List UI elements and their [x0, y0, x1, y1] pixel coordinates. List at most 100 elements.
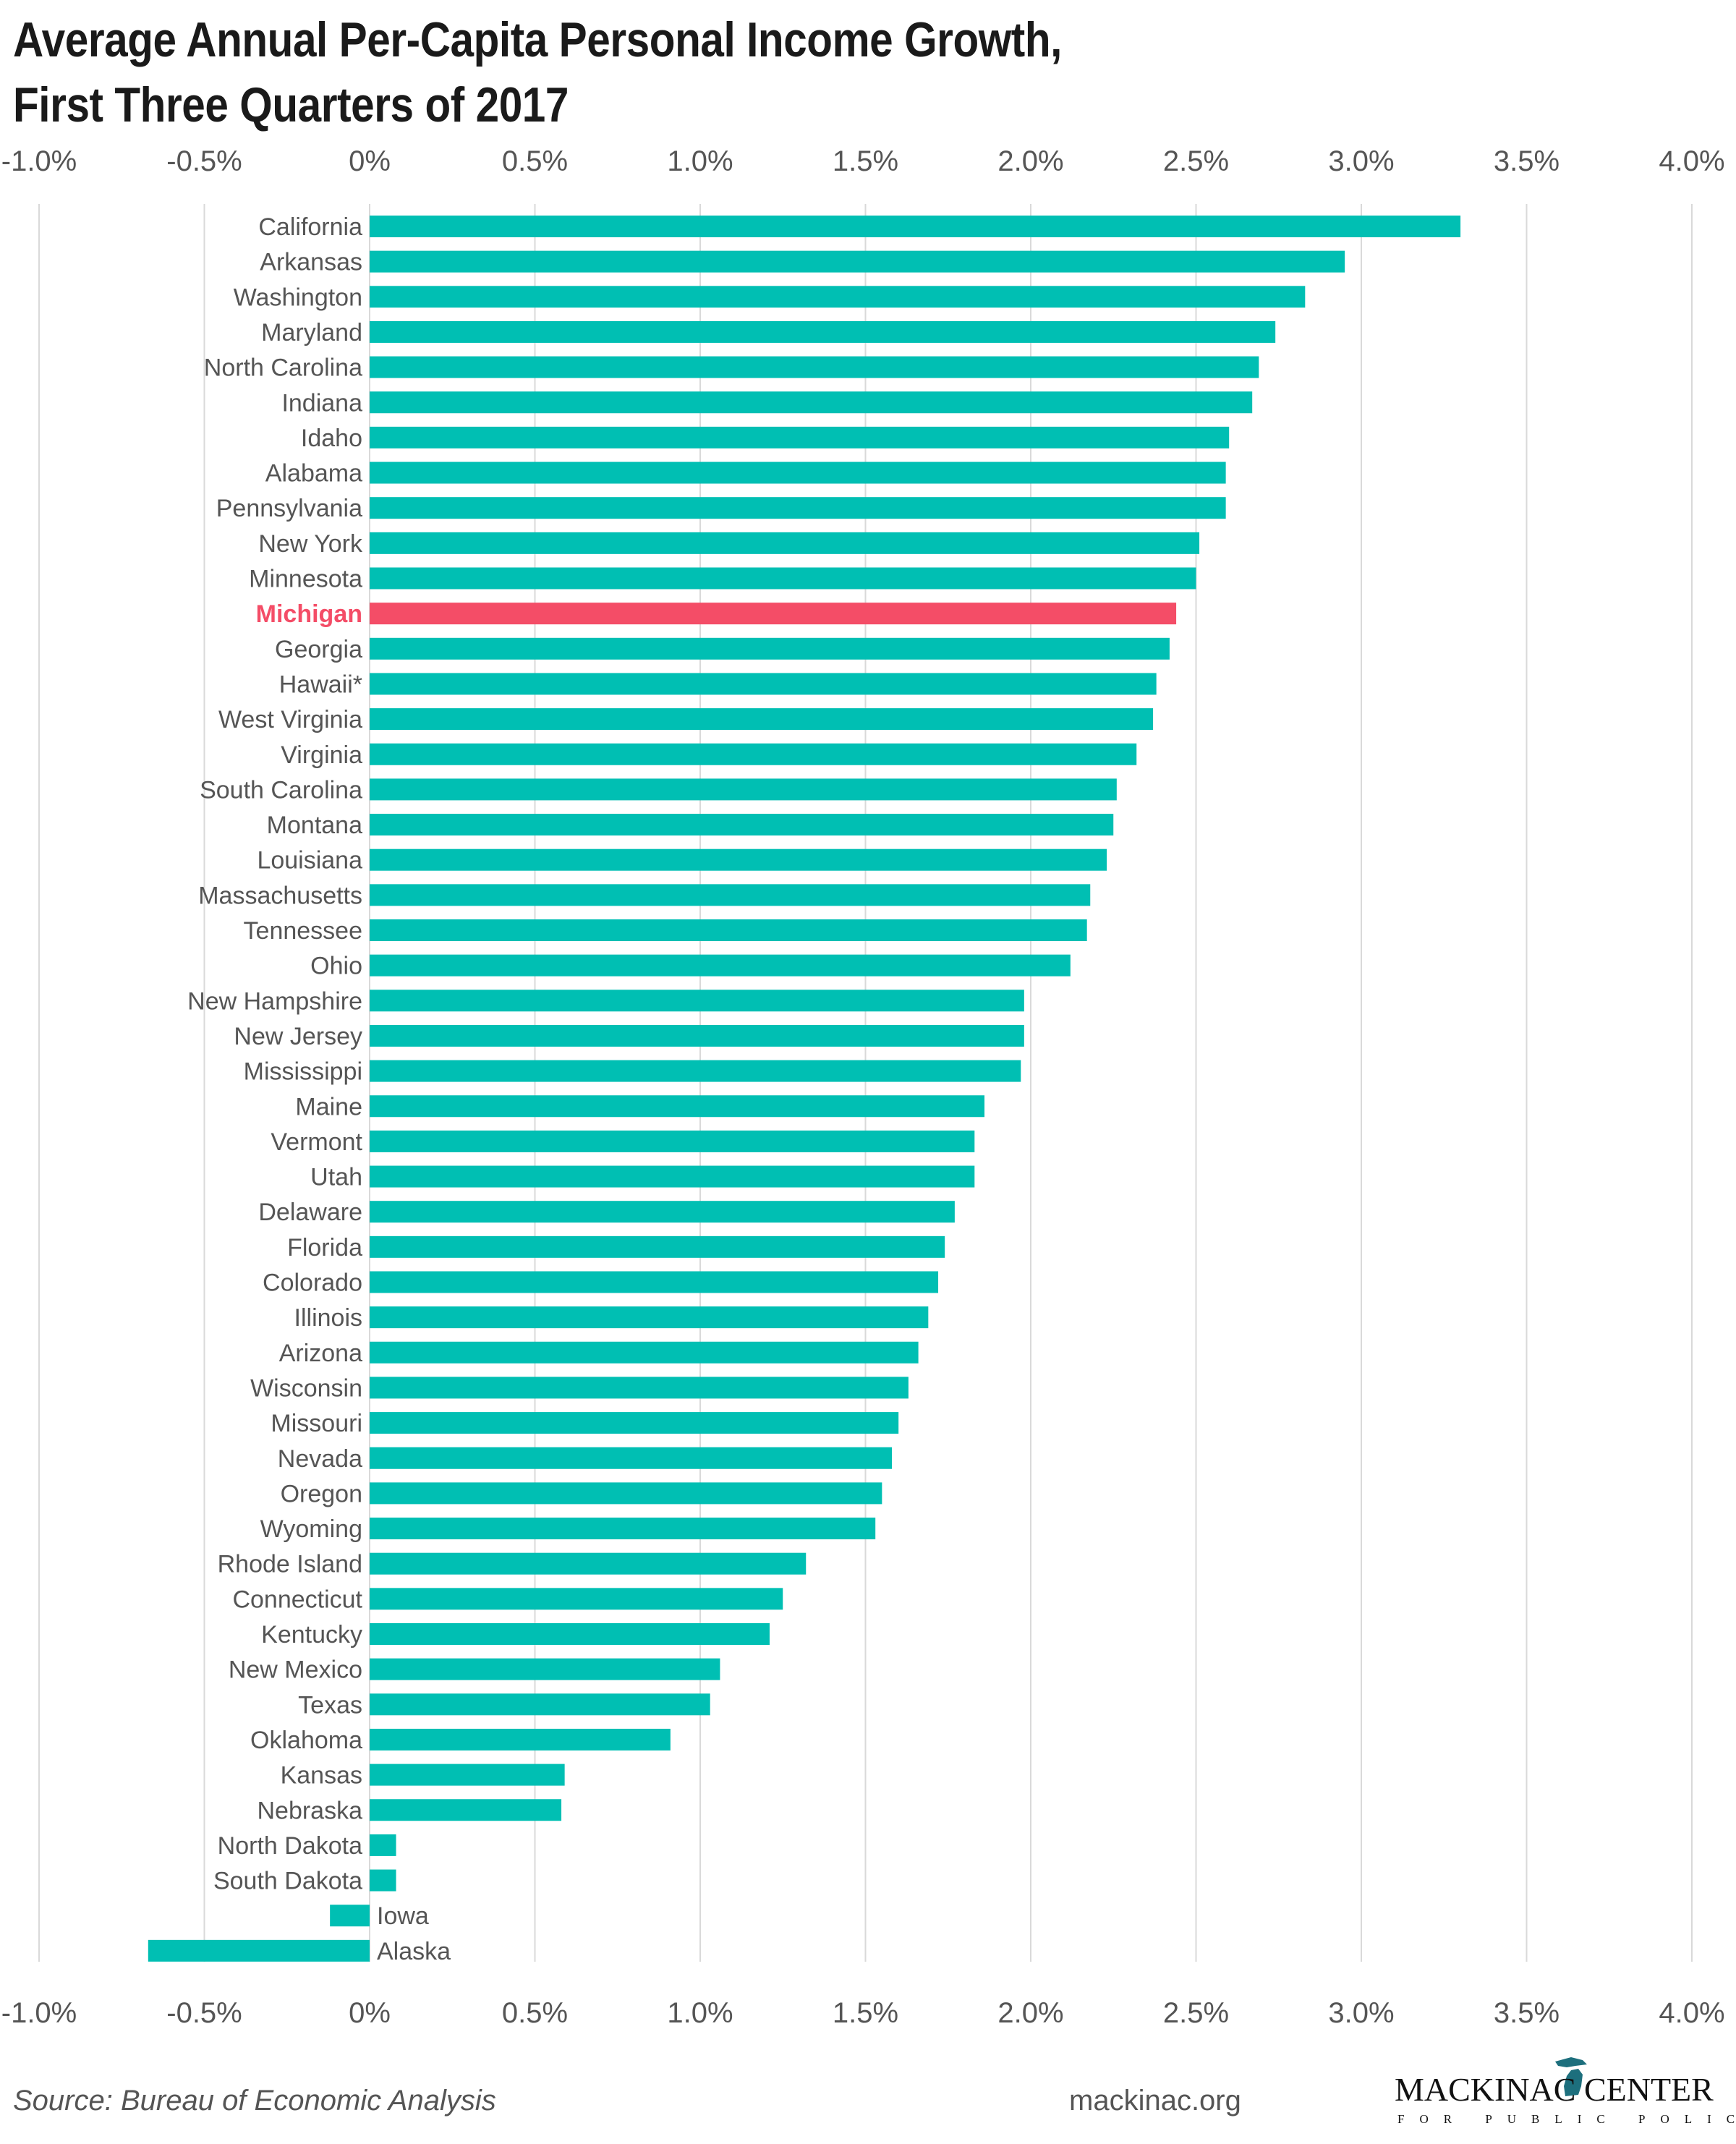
category-label: Nebraska: [257, 1797, 362, 1824]
category-label: South Dakota: [213, 1868, 362, 1895]
chart-title: Average Annual Per-Capita Personal Incom…: [13, 7, 1444, 137]
bar-mississippi: [370, 1060, 1021, 1082]
x-tick-label-top: -1.0%: [1, 145, 77, 177]
bar-kentucky: [370, 1623, 770, 1645]
category-label: Oklahoma: [250, 1727, 362, 1754]
category-label: Indiana: [281, 389, 362, 417]
x-tick-label-top: 0.5%: [502, 145, 568, 177]
x-tick-label-bottom: -1.0%: [1, 1997, 77, 2029]
category-label: Alaska: [377, 1938, 451, 1965]
x-tick-label-bottom: -0.5%: [166, 1997, 242, 2029]
bar-pennsylvania: [370, 497, 1226, 519]
category-label: New York: [258, 530, 363, 558]
category-label: Alabama: [265, 460, 362, 488]
category-label: Ohio: [310, 953, 362, 980]
bar-connecticut: [370, 1588, 783, 1610]
category-label: Wisconsin: [250, 1374, 362, 1402]
category-label: Illinois: [294, 1304, 362, 1332]
bar-maine: [370, 1095, 985, 1118]
category-label: North Dakota: [218, 1832, 362, 1860]
category-label: Connecticut: [232, 1586, 362, 1613]
bar-south-dakota: [370, 1869, 396, 1892]
logo-name: MACKINAC CENTER: [1395, 2071, 1714, 2108]
category-label: Missouri: [271, 1410, 362, 1437]
category-label: Oregon: [281, 1480, 362, 1507]
category-label: California: [258, 213, 362, 241]
bar-iowa: [330, 1905, 370, 1927]
x-tick-label-top: 3.0%: [1328, 145, 1394, 177]
bar-minnesota: [370, 567, 1196, 590]
x-tick-label-bottom: 3.5%: [1494, 1997, 1560, 2029]
bar-delaware: [370, 1201, 955, 1223]
bar-new-york: [370, 532, 1200, 554]
michigan-map-icon: [1555, 2057, 1587, 2096]
bar-virginia: [370, 743, 1137, 765]
category-label: Michigan: [256, 600, 362, 628]
category-label: Arkansas: [260, 249, 362, 276]
bar-missouri: [370, 1412, 899, 1434]
category-label: Texas: [298, 1691, 362, 1719]
x-tick-label-top: 4.0%: [1659, 145, 1724, 177]
bar-arkansas: [370, 250, 1345, 273]
category-label: Massachusetts: [198, 882, 362, 909]
category-label: Arizona: [279, 1340, 362, 1367]
bar-texas: [370, 1693, 710, 1716]
category-label: Montana: [267, 812, 362, 839]
bar-nebraska: [370, 1799, 562, 1821]
bar-vermont: [370, 1130, 975, 1152]
category-label: Georgia: [275, 636, 362, 663]
bar-california: [370, 216, 1461, 237]
category-label: Idaho: [301, 425, 362, 452]
bar-rhode-island: [370, 1552, 807, 1575]
category-label: New Hampshire: [187, 987, 362, 1015]
website-label: mackinac.org: [1069, 2085, 1241, 2117]
x-tick-label-top: 0%: [349, 145, 391, 177]
x-tick-label-bottom: 1.0%: [667, 1997, 733, 2029]
category-label: Rhode Island: [218, 1551, 362, 1578]
bar-oregon: [370, 1482, 882, 1505]
bar-hawaii-: [370, 673, 1157, 695]
x-tick-label-top: 1.5%: [833, 145, 898, 177]
bar-colorado: [370, 1271, 939, 1293]
category-label: Mississippi: [244, 1058, 362, 1086]
category-label: Maryland: [261, 319, 362, 346]
x-tick-label-bottom: 0.5%: [502, 1997, 568, 2029]
bar-idaho: [370, 426, 1230, 448]
x-tick-label-bottom: 0%: [349, 1997, 391, 2029]
category-label: Hawaii*: [279, 671, 362, 698]
x-tick-label-top: 1.0%: [667, 145, 733, 177]
x-tick-label-bottom: 2.5%: [1163, 1997, 1229, 2029]
bar-alaska: [148, 1939, 370, 1962]
category-label: Delaware: [258, 1199, 362, 1226]
category-label: Florida: [287, 1234, 362, 1262]
bar-new-hampshire: [370, 990, 1024, 1012]
bar-north-dakota: [370, 1834, 396, 1856]
chart-title-line-2: First Three Quarters of 2017: [13, 77, 569, 132]
category-label: Louisiana: [257, 847, 362, 875]
chart-title-line-1: Average Annual Per-Capita Personal Incom…: [13, 12, 1062, 67]
bar-louisiana: [370, 848, 1107, 871]
category-label: Pennsylvania: [216, 495, 362, 522]
category-label: Tennessee: [244, 917, 362, 945]
source-note: Source: Bureau of Economic Analysis: [13, 2085, 496, 2117]
bar-west-virginia: [370, 708, 1154, 731]
x-tick-label-top: 2.0%: [997, 145, 1063, 177]
category-label: Wyoming: [260, 1515, 362, 1543]
bar-new-jersey: [370, 1024, 1024, 1047]
category-label: Maine: [295, 1093, 362, 1120]
category-label: Kansas: [281, 1762, 362, 1790]
category-label: Iowa: [377, 1902, 429, 1930]
category-label: Colorado: [263, 1269, 362, 1297]
bar-north-carolina: [370, 356, 1259, 378]
category-label: Vermont: [271, 1128, 362, 1156]
category-label: South Carolina: [200, 776, 362, 804]
bar-new-mexico: [370, 1658, 720, 1680]
bar-indiana: [370, 391, 1253, 414]
category-label: West Virginia: [218, 706, 362, 733]
bar-arizona: [370, 1341, 919, 1364]
bar-nevada: [370, 1447, 893, 1469]
x-tick-label-top: 2.5%: [1163, 145, 1229, 177]
logo-tagline: FOR PUBLIC POLICY: [1397, 2112, 1736, 2126]
category-label: New Jersey: [234, 1023, 362, 1050]
